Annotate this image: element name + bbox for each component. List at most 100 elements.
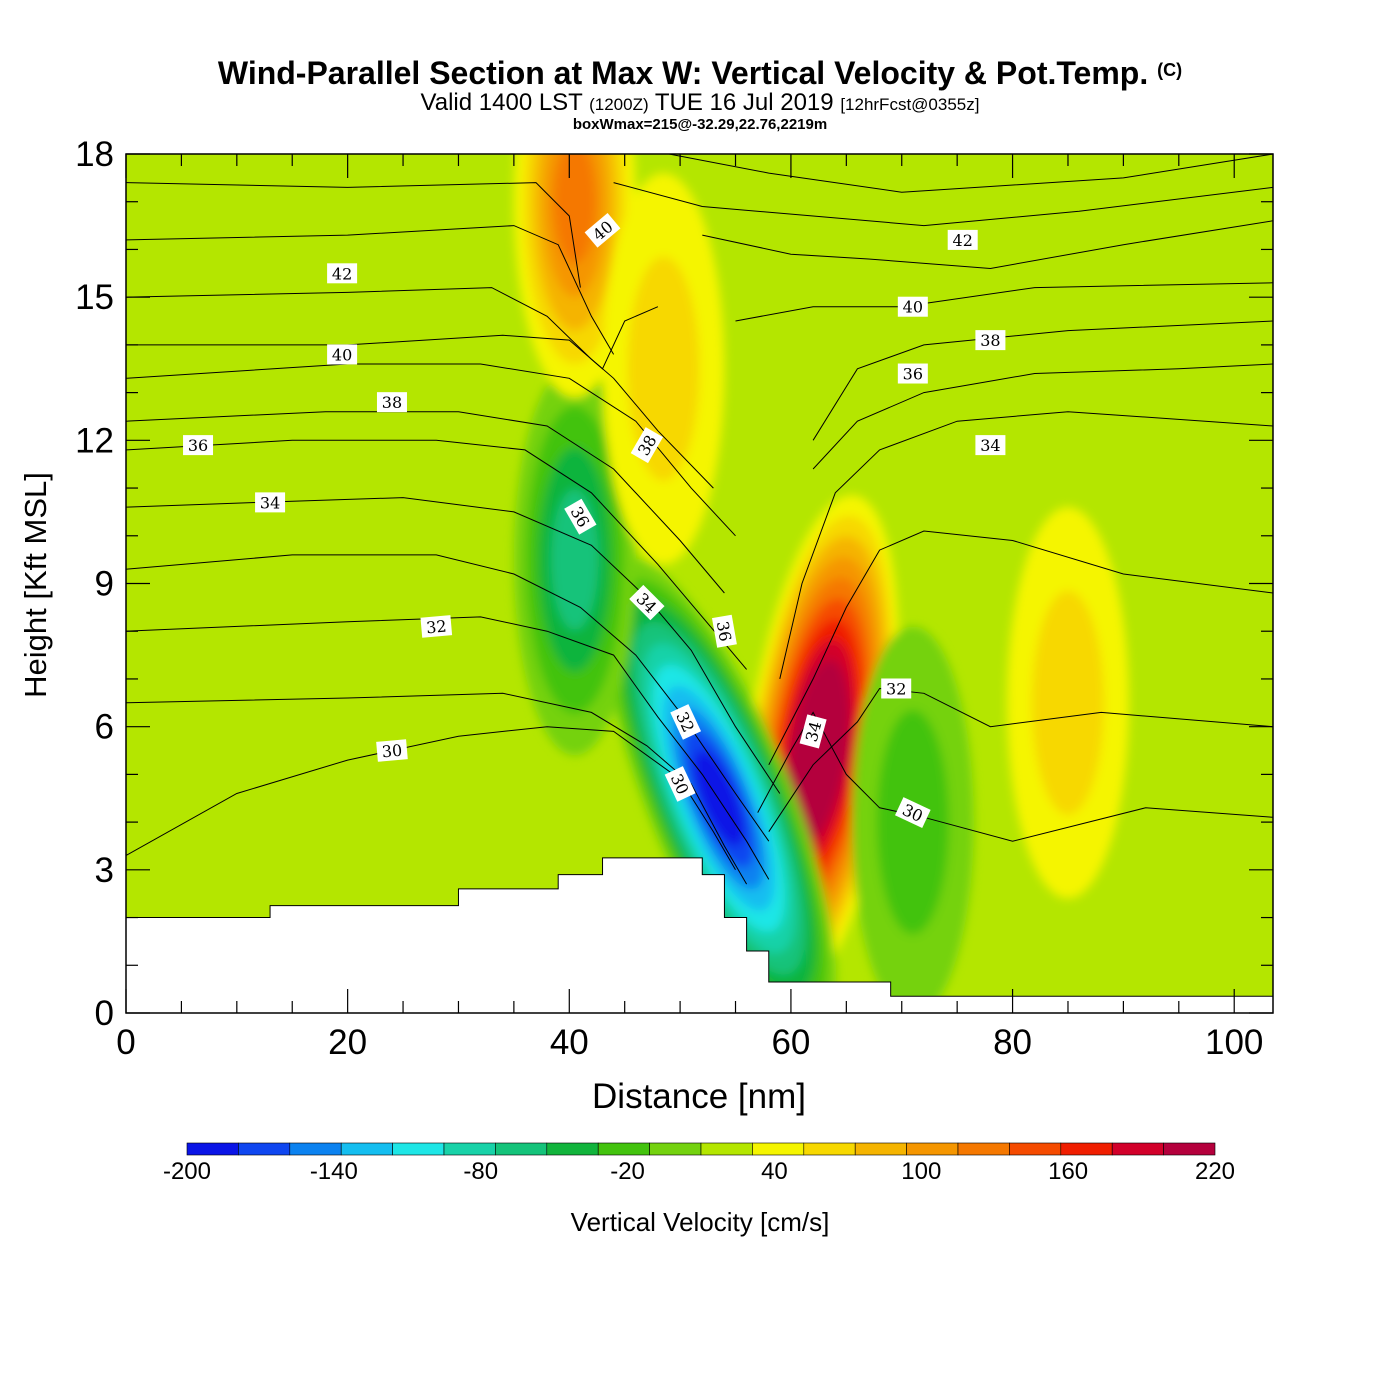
contour-label-bg-9 bbox=[564, 498, 597, 535]
colorbar-tick-1: -140 bbox=[309, 1158, 358, 1185]
theta-contour-36-9 bbox=[779, 411, 1273, 680]
colorbar-swatch-7 bbox=[546, 1142, 599, 1156]
colorbar-swatch-10 bbox=[700, 1142, 753, 1156]
contour-label-text-14: 34 bbox=[802, 719, 826, 744]
theta-contour-42-16 bbox=[126, 287, 659, 370]
colorbar-swatch-15 bbox=[957, 1142, 1010, 1156]
contour-label-18: 40 bbox=[897, 296, 928, 317]
theta-contours bbox=[126, 154, 1273, 885]
valid-date: TUE 16 Jul 2019 bbox=[654, 89, 834, 116]
theta-contour-32-4 bbox=[126, 616, 770, 880]
y-tick-label-1: 3 bbox=[95, 851, 114, 890]
contour-label-text-15: 32 bbox=[886, 679, 906, 698]
contour-label-6: 30 bbox=[376, 739, 408, 762]
colorbar-swatch-12 bbox=[803, 1142, 856, 1156]
contour-label-text-6: 30 bbox=[381, 741, 403, 762]
contour-label-text-3: 36 bbox=[188, 436, 208, 455]
colorbar-swatch-6 bbox=[495, 1142, 548, 1156]
contour-label-bg-5 bbox=[420, 615, 453, 638]
theta-contour-44-21 bbox=[668, 154, 1273, 193]
theta-contour-38-10 bbox=[126, 411, 725, 594]
contour-label-bg-13 bbox=[664, 766, 696, 802]
contour-labels: 4240383634323040383634363230343230424038… bbox=[183, 213, 1006, 828]
contour-label-bg-7 bbox=[584, 213, 621, 248]
forecast-info: [12hrFcst@0355z] bbox=[840, 95, 980, 114]
colorbar-swatch-0 bbox=[186, 1142, 239, 1156]
valid-prefix: Valid 1400 LST bbox=[420, 89, 583, 116]
colorbar-swatch-5 bbox=[443, 1142, 496, 1156]
contour-label-bg-6 bbox=[376, 739, 408, 762]
contour-label-text-18: 40 bbox=[903, 298, 923, 317]
valid-time: Valid 1400 LST (1200Z) TUE 16 Jul 2019 [… bbox=[0, 91, 1400, 117]
y-tick-label-0: 0 bbox=[95, 994, 114, 1033]
contour-label-bg-10 bbox=[629, 584, 665, 621]
field-feature-3-band-5 bbox=[553, 154, 596, 264]
field-feature-1-band-10 bbox=[693, 750, 744, 847]
x-tick-label-2: 40 bbox=[550, 1023, 589, 1062]
contour-label-5: 32 bbox=[420, 615, 453, 638]
field-feature-5-band-2 bbox=[1031, 590, 1104, 815]
colorbar-swatch-2 bbox=[289, 1142, 342, 1156]
contour-label-15: 32 bbox=[881, 678, 912, 699]
x-tick-label-5: 100 bbox=[1205, 1023, 1263, 1062]
x-tick-label-0: 0 bbox=[116, 1023, 135, 1062]
colorbar-swatch-16 bbox=[1009, 1142, 1062, 1156]
theta-contour-38-11 bbox=[812, 363, 1273, 470]
colorbar-tick-6: 160 bbox=[1048, 1158, 1089, 1185]
colorbar-swatch-11 bbox=[752, 1142, 805, 1156]
colorbar-swatch-3 bbox=[340, 1142, 393, 1156]
colorbar-tick-4: 40 bbox=[761, 1158, 788, 1185]
colorbar-swatch-13 bbox=[854, 1142, 907, 1156]
contour-label-11: 36 bbox=[711, 614, 737, 648]
theta-contour-42-18 bbox=[126, 225, 615, 355]
colorbar-swatch-17 bbox=[1060, 1142, 1113, 1156]
contour-label-bg-2 bbox=[376, 392, 407, 413]
colorbar-swatch-14 bbox=[906, 1142, 959, 1156]
colorbar-tick-3: -20 bbox=[610, 1158, 645, 1185]
contour-label-1: 40 bbox=[327, 344, 358, 365]
contour-label-bg-17 bbox=[947, 229, 978, 250]
contour-label-text-11: 36 bbox=[713, 620, 735, 643]
contour-label-text-1: 40 bbox=[332, 345, 352, 364]
contour-label-9: 36 bbox=[564, 498, 597, 535]
theta-contour-32-2 bbox=[126, 692, 748, 885]
contour-label-bg-1 bbox=[327, 344, 358, 365]
colorbar-tick-7: 220 bbox=[1194, 1158, 1236, 1185]
contour-label-bg-12 bbox=[670, 704, 702, 740]
valid-utc: (1200Z) bbox=[589, 95, 649, 114]
copyright-mark: (C) bbox=[1157, 60, 1183, 80]
contour-label-3: 36 bbox=[183, 435, 214, 456]
field-bands bbox=[513, 154, 1129, 1013]
title-block: Wind-Parallel Section at Max W: Vertical… bbox=[0, 52, 1400, 133]
chart-title: Wind-Parallel Section at Max W: Vertical… bbox=[0, 52, 1400, 91]
contour-label-text-21: 34 bbox=[980, 436, 1000, 455]
colorbar-swatch-4 bbox=[392, 1142, 445, 1156]
theta-contour-34-7 bbox=[126, 497, 781, 794]
x-axis-label: Distance [nm] bbox=[592, 1077, 806, 1116]
contour-label-text-17: 42 bbox=[953, 231, 973, 250]
theta-contour-42-19 bbox=[613, 182, 1273, 227]
boxwmax-info: boxWmax=215@-32.29,22.76,2219m bbox=[572, 116, 828, 133]
theta-contour-30-1 bbox=[757, 711, 1273, 842]
theta-contour-36-8 bbox=[126, 439, 747, 670]
y-tick-label-5: 15 bbox=[75, 278, 114, 317]
colorbar-tick-2: -80 bbox=[463, 1158, 499, 1185]
contour-label-text-5: 32 bbox=[425, 617, 447, 638]
y-axis-label: Height [Kft MSL] bbox=[18, 472, 53, 698]
colorbar-swatch-18 bbox=[1111, 1142, 1164, 1156]
contour-label-20: 36 bbox=[897, 363, 928, 384]
theta-contour-30-0 bbox=[126, 726, 736, 871]
contour-label-bg-0 bbox=[327, 263, 358, 284]
x-tick-label-1: 20 bbox=[328, 1023, 367, 1062]
y-tick-label-2: 6 bbox=[95, 708, 114, 747]
theta-contour-40-13 bbox=[812, 320, 1273, 441]
contour-label-2: 38 bbox=[376, 392, 407, 413]
field-feature-4-band-2 bbox=[627, 256, 700, 481]
colorbar-tick-0: -200 bbox=[162, 1158, 212, 1185]
contour-label-text-2: 38 bbox=[382, 393, 402, 412]
colorbar-swatch-9 bbox=[649, 1142, 702, 1156]
contour-label-bg-15 bbox=[881, 678, 912, 699]
theta-contour-42-17 bbox=[702, 220, 1273, 270]
colorbar-tick-5: 100 bbox=[901, 1158, 942, 1185]
